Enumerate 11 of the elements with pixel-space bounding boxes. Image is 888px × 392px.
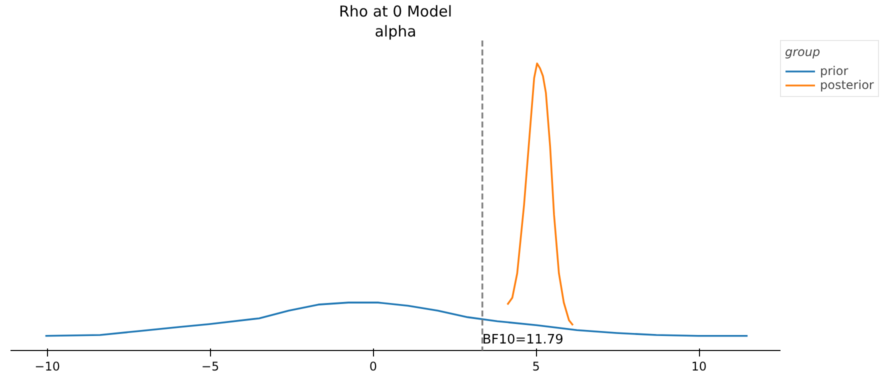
annotation: BF10=11.79 (482, 332, 564, 348)
x-tick-label: −5 (201, 360, 220, 374)
x-tick-label: −10 (34, 360, 60, 374)
x-tick-label: 10 (691, 360, 707, 374)
chart-title: Rho at 0 Model (338, 2, 452, 20)
legend-label: posterior (820, 78, 874, 92)
x-tick-label: 0 (369, 360, 377, 374)
chart-subtitle: alpha (374, 22, 416, 40)
legend-label: prior (820, 64, 848, 78)
legend-title: group (785, 45, 822, 59)
x-tick-label: 5 (532, 360, 540, 374)
